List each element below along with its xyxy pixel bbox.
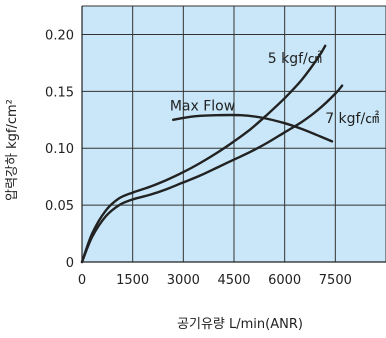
grid-lines	[82, 5, 386, 262]
series-annotations: 5 kgf/㎠ Max Flow 7 kgf/㎠	[170, 51, 379, 127]
series-line-1	[80, 84, 344, 264]
x-tick-label: 1500	[116, 273, 149, 288]
y-tick-label: 0.20	[45, 28, 74, 43]
y-tick-label: 0.05	[45, 199, 74, 214]
y-axis-title: 압력강하 kgf/cm²	[5, 99, 20, 201]
y-tick-label: 0.15	[45, 85, 74, 100]
series-label-1: Max Flow	[170, 99, 235, 115]
series-line-2	[172, 113, 334, 143]
x-tick-label: 4500	[217, 273, 250, 288]
x-axis-title: 공기유량 L/min(ANR)	[177, 317, 303, 332]
series-lines	[80, 44, 344, 264]
y-tick-label: 0.10	[45, 142, 74, 157]
y-tick-label: 0	[66, 256, 74, 271]
tick-labels: 0 1500 3000 4500 6000 7500 0 0.05 0.10 0.15 0.20	[45, 28, 352, 288]
series-line-0	[80, 44, 327, 264]
x-tick-label: 0	[78, 273, 86, 288]
x-tick-label: 3000	[167, 273, 200, 288]
x-tick-label: 6000	[268, 273, 301, 288]
series-label-2: 7 kgf/㎠	[325, 111, 379, 127]
x-tick-label: 7500	[319, 273, 352, 288]
series-label-0: 5 kgf/㎠	[268, 51, 322, 67]
